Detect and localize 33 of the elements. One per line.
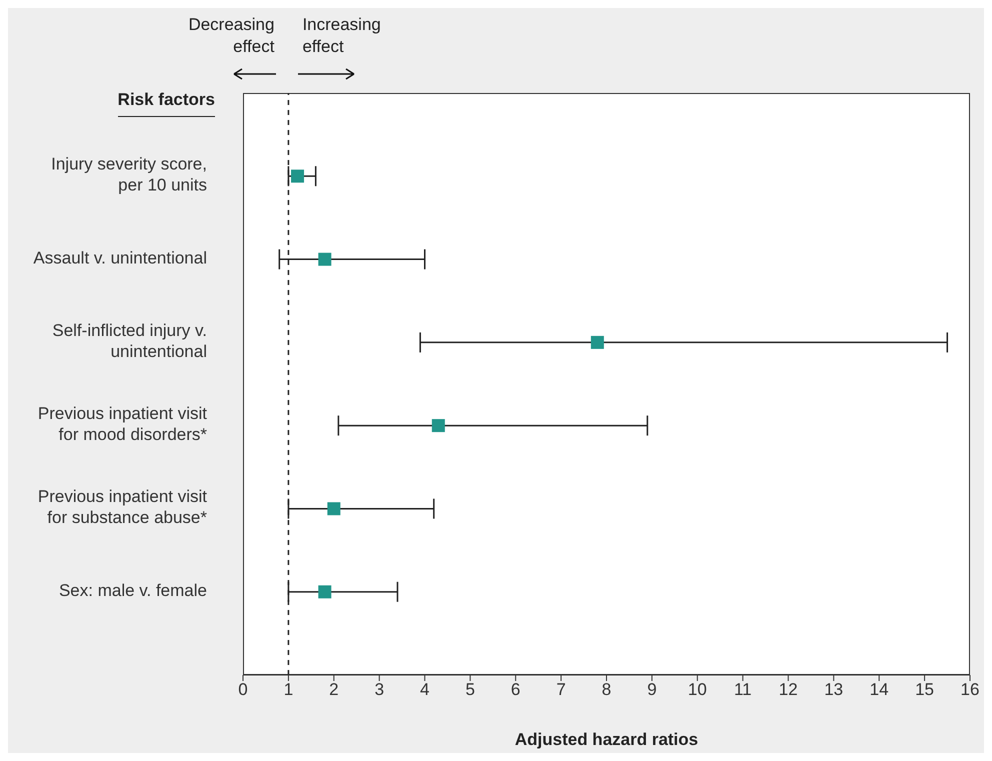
x-tick-label: 12 xyxy=(778,680,798,700)
x-tick-label: 5 xyxy=(465,680,475,700)
point xyxy=(590,336,604,349)
point xyxy=(327,502,340,516)
x-tick-label: 6 xyxy=(510,680,520,700)
x-tick-label: 10 xyxy=(688,680,707,700)
x-tick-label: 0 xyxy=(238,680,248,700)
point xyxy=(291,170,304,183)
y-tick-label: Assault v. unintentional xyxy=(33,248,207,268)
point xyxy=(432,419,445,432)
y-tick-label: Injury severity score, per 10 units xyxy=(51,155,207,196)
y-tick-label: Previous inpatient visit for mood disorders* xyxy=(38,404,208,445)
y-tick-label: Sex: male v. female xyxy=(58,581,207,600)
x-tick-label: 9 xyxy=(647,680,657,700)
x-tick-label: 2 xyxy=(329,680,339,700)
y-axis-title: Risk factors xyxy=(118,90,215,117)
x-tick-label: 13 xyxy=(824,680,844,700)
point xyxy=(318,585,332,598)
y-tick-label: Self-inflicted injury v. unintentional xyxy=(52,321,207,362)
text: Increasing effect xyxy=(302,14,382,58)
x-tick-label: 7 xyxy=(556,680,566,700)
x-tick-label: 14 xyxy=(870,680,889,700)
y-tick-label: Previous inpatient visit for substance abuse* xyxy=(38,488,208,528)
x-tick-label: 8 xyxy=(602,680,612,700)
x-tick-label: 11 xyxy=(734,680,752,700)
point xyxy=(318,252,332,266)
x-tick-label: 16 xyxy=(960,680,980,700)
x-tick-label: 1 xyxy=(284,680,294,700)
x-axis-title: Adjusted hazard ratios xyxy=(514,730,698,749)
x-tick-label: 15 xyxy=(915,680,934,700)
x-tick-label: 3 xyxy=(374,680,384,700)
text: Decreasing effect xyxy=(187,14,274,58)
x-tick-label: 4 xyxy=(420,680,430,700)
